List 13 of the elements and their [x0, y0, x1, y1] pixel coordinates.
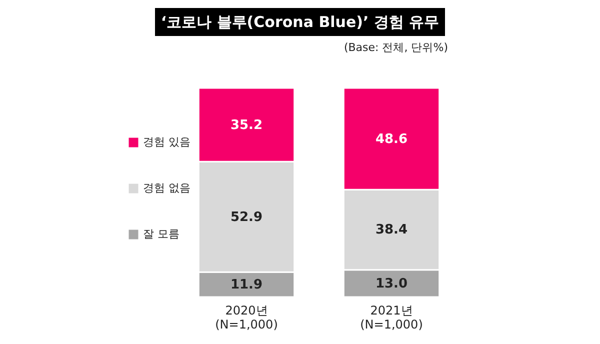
data-label: 13.0: [375, 276, 408, 292]
data-label: 35.2: [230, 118, 263, 133]
data-label: 52.9: [230, 210, 263, 225]
x-tick-label: 2020년 (N=1,000): [215, 304, 278, 332]
legend-label: 경험 있음: [143, 136, 190, 148]
data-label: 48.6: [375, 132, 408, 147]
text: (Base: 전체, 단위%): [344, 40, 448, 55]
data-label: 11.9: [230, 278, 263, 293]
legend-label: 잘 모름: [143, 228, 180, 240]
legend-label: 경험 없음: [143, 182, 190, 194]
data-label: 38.4: [375, 222, 408, 238]
chart-title: ‘코로나 블루(Corona Blue)’ 경험 유무: [155, 8, 445, 36]
x-tick-label: 2021년 (N=1,000): [360, 304, 423, 332]
